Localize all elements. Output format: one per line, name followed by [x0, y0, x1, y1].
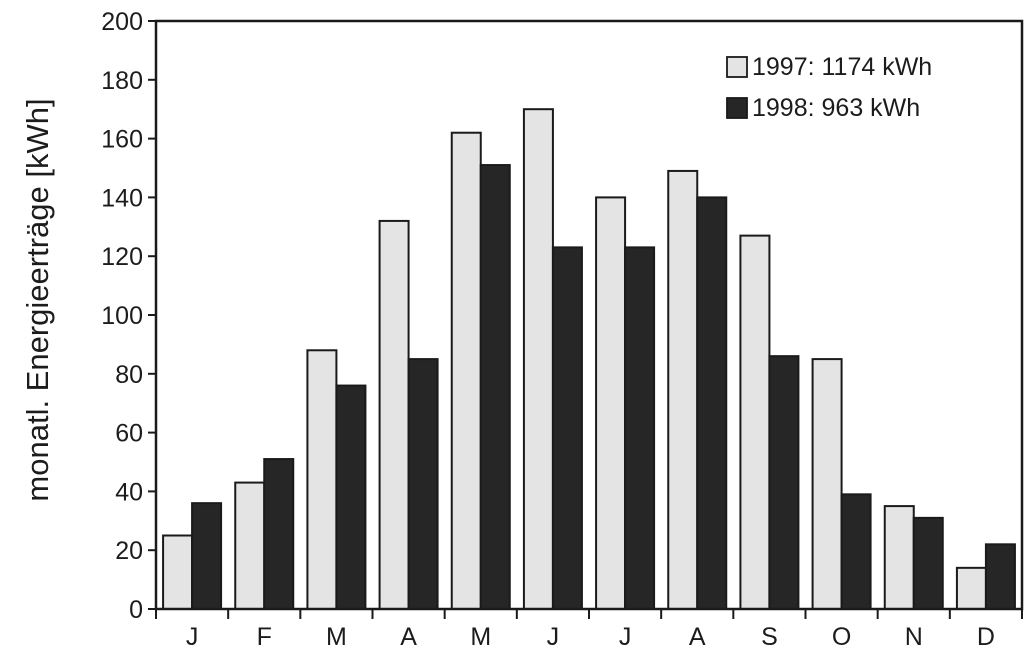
- y-axis-ticks: 0 20 40 60 80 100 120 140 160 180 200: [101, 8, 156, 624]
- bar-series2: [407, 358, 439, 610]
- bar-series2: [335, 384, 367, 610]
- legend-swatch: [726, 97, 748, 119]
- bar-series2: [984, 543, 1016, 611]
- legend-label: 1998: 963 kWh: [752, 94, 920, 122]
- bar-series1: [955, 566, 987, 611]
- y-tick-label: 200: [101, 8, 143, 36]
- bars: [162, 108, 1016, 611]
- legend: 1997: 1174 kWh 1998: 963 kWh: [726, 53, 932, 122]
- x-category-label: F: [257, 623, 272, 651]
- bar-series1: [162, 534, 194, 610]
- y-axis-label-group: monatl. Energieerträge [kWh]: [20, 98, 55, 501]
- x-category-label: S: [761, 623, 778, 651]
- legend-label: 1997: 1174 kWh: [752, 53, 932, 81]
- y-tick-label: 100: [101, 302, 143, 330]
- x-category-label: J: [619, 623, 632, 651]
- y-tick-label: 80: [115, 361, 143, 389]
- x-category-label: J: [186, 623, 199, 651]
- y-tick-label: 20: [115, 537, 143, 565]
- bar-series2: [840, 493, 872, 610]
- bar-series2: [624, 246, 656, 610]
- y-tick-label: 140: [101, 184, 143, 212]
- bar-series2: [696, 196, 728, 610]
- y-tick-label: 0: [129, 596, 143, 624]
- bar-series2: [479, 164, 511, 610]
- bar-series1: [450, 131, 482, 610]
- bar-series1: [667, 169, 699, 610]
- bar-series1: [811, 358, 843, 610]
- y-tick-label: 60: [115, 420, 143, 448]
- x-category-label: J: [547, 623, 560, 651]
- bar-series1: [306, 349, 338, 610]
- x-category-label: A: [400, 623, 417, 651]
- y-axis-label: monatl. Energieerträge [kWh]: [20, 98, 55, 501]
- bar-series2: [551, 246, 583, 610]
- bar-series1: [522, 108, 554, 610]
- x-category-label: M: [326, 623, 347, 651]
- y-tick-label: 180: [101, 67, 143, 95]
- bar-series2: [263, 458, 295, 610]
- x-category-label: A: [689, 623, 706, 651]
- legend-swatch: [726, 56, 748, 78]
- x-category-label: O: [832, 623, 851, 651]
- y-tick-label: 120: [101, 243, 143, 271]
- x-category-label: M: [470, 623, 491, 651]
- bar-series1: [595, 196, 627, 610]
- bar-series2: [912, 516, 944, 610]
- y-tick-label: 40: [115, 478, 143, 506]
- y-tick-label: 160: [101, 126, 143, 154]
- bar-series1: [234, 481, 266, 610]
- bar-series1: [378, 219, 410, 610]
- x-category-label: N: [905, 623, 923, 651]
- bar-series2: [191, 502, 223, 610]
- bar-series1: [739, 234, 771, 610]
- bar-series1: [883, 505, 915, 611]
- bar-series2: [768, 355, 800, 610]
- x-category-label: D: [977, 623, 995, 651]
- plot-frame: [154, 19, 1024, 611]
